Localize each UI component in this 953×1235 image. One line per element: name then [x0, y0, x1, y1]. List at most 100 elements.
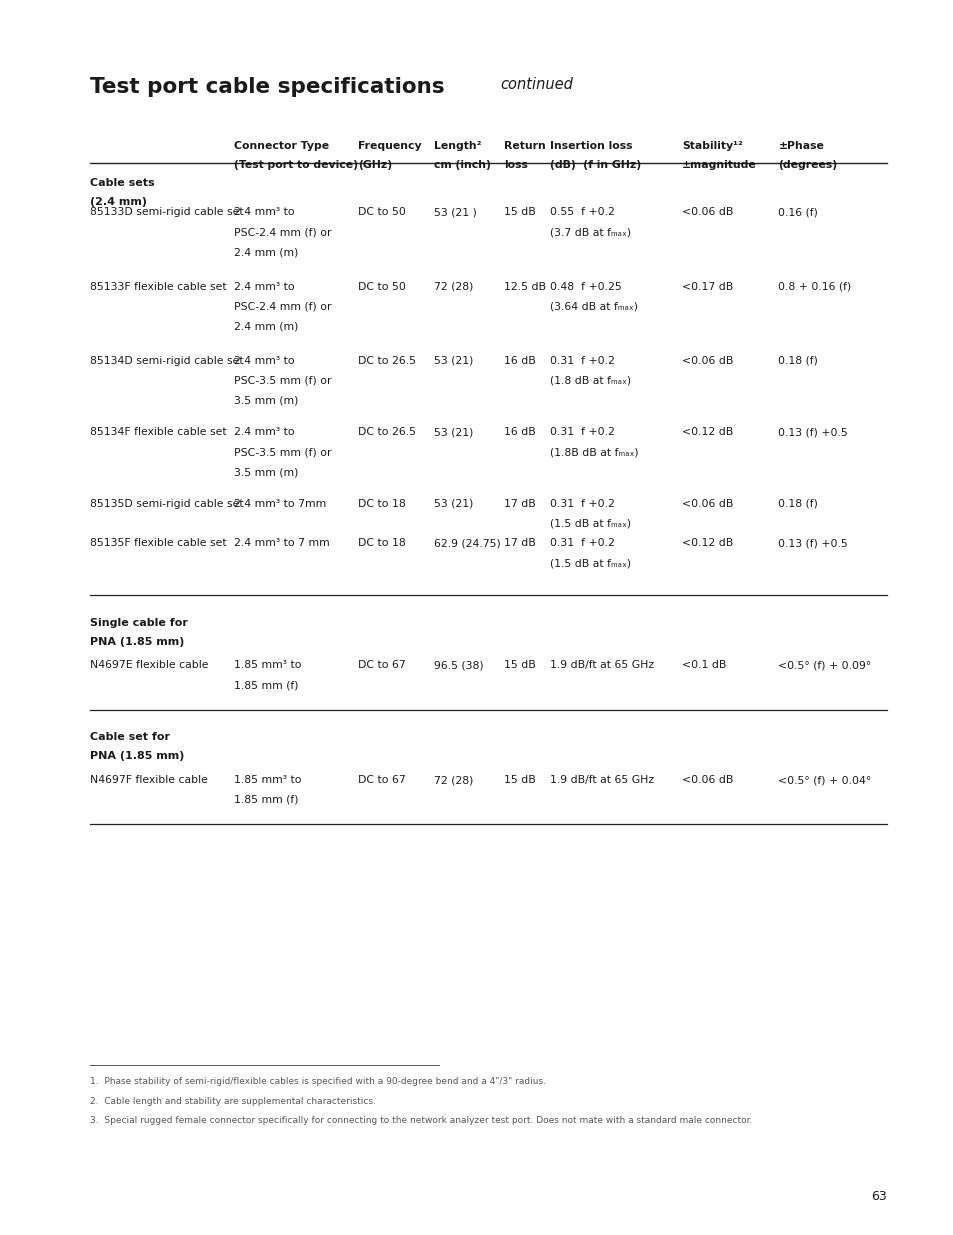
Text: 2.4 mm³ to 7mm: 2.4 mm³ to 7mm: [233, 499, 326, 509]
Text: 0.18 (f): 0.18 (f): [778, 499, 818, 509]
Text: <0.5° (f) + 0.09°: <0.5° (f) + 0.09°: [778, 661, 871, 671]
Text: 0.31  f +0.2: 0.31 f +0.2: [549, 499, 614, 509]
Text: PNA (1.85 mm): PNA (1.85 mm): [90, 636, 184, 646]
Text: 53 (21): 53 (21): [434, 499, 473, 509]
Text: 0.48  f +0.25: 0.48 f +0.25: [549, 282, 620, 291]
Text: 0.16 (f): 0.16 (f): [778, 207, 818, 217]
Text: 62.9 (24.75): 62.9 (24.75): [434, 538, 500, 548]
Text: 16 dB: 16 dB: [503, 427, 535, 437]
Text: <0.06 dB: <0.06 dB: [681, 356, 733, 366]
Text: 0.55  f +0.2: 0.55 f +0.2: [549, 207, 614, 217]
Text: 85133D semi-rigid cable set: 85133D semi-rigid cable set: [90, 207, 243, 217]
Text: Stability¹²: Stability¹²: [681, 141, 742, 151]
Text: 1.85 mm (f): 1.85 mm (f): [233, 795, 298, 805]
Text: 12.5 dB: 12.5 dB: [503, 282, 545, 291]
Text: <0.06 dB: <0.06 dB: [681, 207, 733, 217]
Text: (3.7 dB at fₘₐₓ): (3.7 dB at fₘₐₓ): [549, 227, 630, 237]
Text: continued: continued: [499, 77, 572, 91]
Text: (2.4 mm): (2.4 mm): [90, 196, 147, 206]
Text: 1.85 mm³ to: 1.85 mm³ to: [233, 776, 301, 785]
Text: 85135D semi-rigid cable set: 85135D semi-rigid cable set: [90, 499, 243, 509]
Text: PSC-3.5 mm (f) or: PSC-3.5 mm (f) or: [233, 447, 331, 457]
Text: <0.12 dB: <0.12 dB: [681, 538, 733, 548]
Text: 16 dB: 16 dB: [503, 356, 535, 366]
Text: (degrees): (degrees): [778, 159, 837, 169]
Text: <0.1 dB: <0.1 dB: [681, 661, 726, 671]
Text: DC to 50: DC to 50: [357, 282, 405, 291]
Text: 53 (21): 53 (21): [434, 427, 473, 437]
Text: Length²: Length²: [434, 141, 481, 151]
Text: Frequency: Frequency: [357, 141, 421, 151]
Text: 15 dB: 15 dB: [503, 207, 535, 217]
Text: 2.4 mm (m): 2.4 mm (m): [233, 321, 297, 331]
Text: 1.85 mm (f): 1.85 mm (f): [233, 680, 298, 690]
Text: (1.8 dB at fₘₐₓ): (1.8 dB at fₘₐₓ): [549, 375, 630, 385]
Text: 1.9 dB/ft at 65 GHz: 1.9 dB/ft at 65 GHz: [549, 776, 653, 785]
Text: 15 dB: 15 dB: [503, 661, 535, 671]
Text: (3.64 dB at fₘₐₓ): (3.64 dB at fₘₐₓ): [549, 301, 637, 311]
Text: DC to 67: DC to 67: [357, 776, 405, 785]
Text: 3.5 mm (m): 3.5 mm (m): [233, 467, 297, 477]
Text: <0.5° (f) + 0.04°: <0.5° (f) + 0.04°: [778, 776, 871, 785]
Text: DC to 26.5: DC to 26.5: [357, 356, 416, 366]
Text: 53 (21 ): 53 (21 ): [434, 207, 476, 217]
Text: ±magnitude: ±magnitude: [681, 159, 756, 169]
Text: 3.5 mm (m): 3.5 mm (m): [233, 395, 297, 405]
Text: (Test port to device): (Test port to device): [233, 159, 357, 169]
Text: N4697E flexible cable: N4697E flexible cable: [90, 661, 208, 671]
Text: DC to 26.5: DC to 26.5: [357, 427, 416, 437]
Text: Cable set for: Cable set for: [90, 732, 170, 742]
Text: 17 dB: 17 dB: [503, 499, 535, 509]
Text: 72 (28): 72 (28): [434, 282, 473, 291]
Text: 2.4 mm³ to 7 mm: 2.4 mm³ to 7 mm: [233, 538, 329, 548]
Text: 17 dB: 17 dB: [503, 538, 535, 548]
Text: 2.4 mm (m): 2.4 mm (m): [233, 247, 297, 257]
Text: 0.31  f +0.2: 0.31 f +0.2: [549, 427, 614, 437]
Text: <0.06 dB: <0.06 dB: [681, 499, 733, 509]
Text: loss: loss: [503, 159, 527, 169]
Text: 2.4 mm³ to: 2.4 mm³ to: [233, 427, 294, 437]
Text: (1.5 dB at fₘₐₓ): (1.5 dB at fₘₐₓ): [549, 519, 630, 529]
Text: DC to 18: DC to 18: [357, 538, 405, 548]
Text: Connector Type: Connector Type: [233, 141, 329, 151]
Text: (1.5 dB at fₘₐₓ): (1.5 dB at fₘₐₓ): [549, 558, 630, 568]
Text: 1.  Phase stability of semi-rigid/flexible cables is specified with a 90-degree : 1. Phase stability of semi-rigid/flexibl…: [90, 1077, 545, 1086]
Text: (dB)  (f in GHz): (dB) (f in GHz): [549, 159, 640, 169]
Text: 2.  Cable length and stability are supplemental characteristics.: 2. Cable length and stability are supple…: [90, 1097, 375, 1105]
Text: Cable sets: Cable sets: [90, 178, 154, 188]
Text: 0.13 (f) +0.5: 0.13 (f) +0.5: [778, 427, 847, 437]
Text: 0.13 (f) +0.5: 0.13 (f) +0.5: [778, 538, 847, 548]
Text: PSC-2.4 mm (f) or: PSC-2.4 mm (f) or: [233, 227, 331, 237]
Text: <0.06 dB: <0.06 dB: [681, 776, 733, 785]
Text: 53 (21): 53 (21): [434, 356, 473, 366]
Text: PNA (1.85 mm): PNA (1.85 mm): [90, 751, 184, 761]
Text: PSC-2.4 mm (f) or: PSC-2.4 mm (f) or: [233, 301, 331, 311]
Text: Return: Return: [503, 141, 545, 151]
Text: DC to 50: DC to 50: [357, 207, 405, 217]
Text: 85134F flexible cable set: 85134F flexible cable set: [90, 427, 226, 437]
Text: 85135F flexible cable set: 85135F flexible cable set: [90, 538, 226, 548]
Text: 96.5 (38): 96.5 (38): [434, 661, 483, 671]
Text: Test port cable specifications: Test port cable specifications: [90, 77, 444, 96]
Text: (GHz): (GHz): [357, 159, 392, 169]
Text: DC to 18: DC to 18: [357, 499, 405, 509]
Text: 0.31  f +0.2: 0.31 f +0.2: [549, 538, 614, 548]
Text: 63: 63: [870, 1189, 886, 1203]
Text: N4697F flexible cable: N4697F flexible cable: [90, 776, 208, 785]
Text: 0.31  f +0.2: 0.31 f +0.2: [549, 356, 614, 366]
Text: Single cable for: Single cable for: [90, 618, 188, 627]
Text: 0.8 + 0.16 (f): 0.8 + 0.16 (f): [778, 282, 851, 291]
Text: ±Phase: ±Phase: [778, 141, 823, 151]
Text: 2.4 mm³ to: 2.4 mm³ to: [233, 356, 294, 366]
Text: 85134D semi-rigid cable set: 85134D semi-rigid cable set: [90, 356, 243, 366]
Text: <0.12 dB: <0.12 dB: [681, 427, 733, 437]
Text: Insertion loss: Insertion loss: [549, 141, 631, 151]
Text: 85133F flexible cable set: 85133F flexible cable set: [90, 282, 226, 291]
Text: 2.4 mm³ to: 2.4 mm³ to: [233, 282, 294, 291]
Text: (1.8B dB at fₘₐₓ): (1.8B dB at fₘₐₓ): [549, 447, 638, 457]
Text: cm (inch): cm (inch): [434, 159, 491, 169]
Text: 1.9 dB/ft at 65 GHz: 1.9 dB/ft at 65 GHz: [549, 661, 653, 671]
Text: 2.4 mm³ to: 2.4 mm³ to: [233, 207, 294, 217]
Text: 3.  Special rugged female connector specifically for connecting to the network a: 3. Special rugged female connector speci…: [90, 1116, 751, 1125]
Text: 1.85 mm³ to: 1.85 mm³ to: [233, 661, 301, 671]
